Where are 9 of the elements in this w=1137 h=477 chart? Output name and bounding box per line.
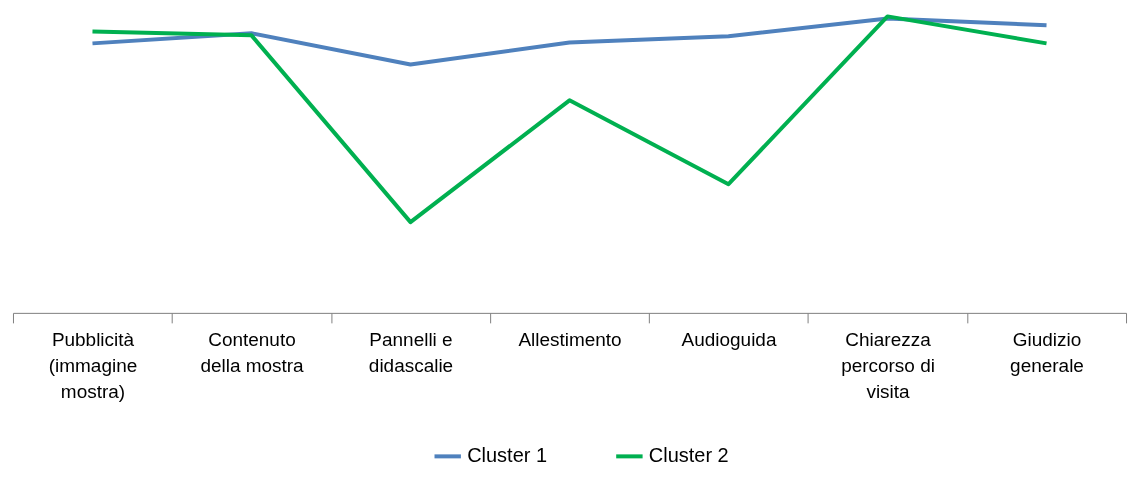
x-tick-label: Contenuto della mostra [200, 329, 305, 377]
legend-label: Cluster 2 [648, 444, 729, 467]
legend-label: Cluster 1 [467, 444, 548, 467]
x-tick-label: Allestimento [518, 329, 622, 351]
x-tick-label: Giudizio generale [1010, 329, 1084, 377]
x-tick-label: Chiarezza percorso di visita [841, 329, 935, 403]
x-tick-label: Audioguida [681, 329, 777, 351]
x-tick-label: Pubblicità (immagine mostra) [48, 329, 138, 403]
x-tick-label: Pannelli e didascalie [368, 329, 454, 377]
